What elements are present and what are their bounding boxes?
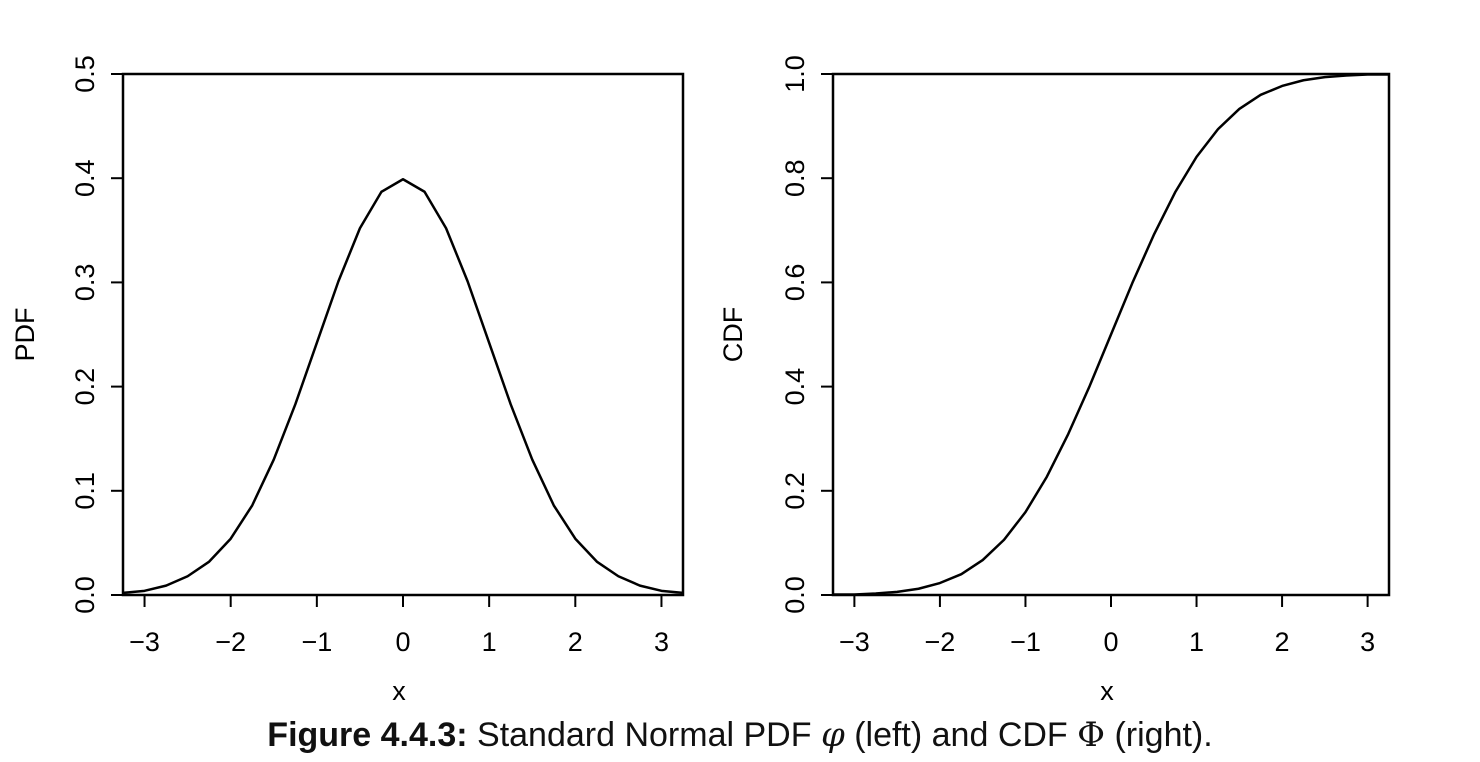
- x-tick-label: −1: [1010, 627, 1041, 657]
- y-tick-label: 0.3: [70, 264, 100, 302]
- x-axis-label: x: [392, 676, 406, 706]
- caption-text-3: (right).: [1105, 716, 1213, 754]
- x-tick-label: 1: [482, 627, 497, 657]
- x-tick-label: 0: [1103, 627, 1118, 657]
- x-tick-label: −2: [215, 627, 246, 657]
- pdf-panel: −3 −2 −1 0 1 2 3 0.0 0.1 0.2 0.3 0.4 0.5 x PDF: [10, 55, 685, 706]
- y-tick-label: 0.4: [780, 368, 810, 406]
- y-axis-label: PDF: [10, 308, 40, 362]
- series-line: [122, 177, 684, 595]
- y-tick-label: 0.8: [780, 159, 810, 197]
- y-tick-label: 0.0: [70, 576, 100, 614]
- y-tick-label: 0.5: [70, 55, 100, 93]
- figure: −3 −2 −1 0 1 2 3 0.0 0.1 0.2 0.3 0.4 0.5 x PDF −3 −2 −1 0…: [10, 55, 1391, 706]
- y-tick-label: 0.2: [70, 368, 100, 406]
- caption-phi-symbol: φ: [820, 715, 845, 755]
- plot-frame: [121, 72, 685, 597]
- caption-text-2: (left) and CDF: [844, 716, 1078, 754]
- x-tick-label: 1: [1189, 627, 1204, 657]
- x-tick-label: 2: [568, 627, 583, 657]
- caption-text-1: Standard Normal PDF: [467, 716, 821, 754]
- x-tick-label: 3: [654, 627, 669, 657]
- series-line: [833, 73, 1389, 596]
- cdf-panel: −3 −2 −1 0 1 2 3 0.0 0.2 0.4 0.6 0.8 1.0 x CDF: [718, 55, 1391, 706]
- x-tick-label: −1: [301, 627, 332, 657]
- x-tick-label: 3: [1360, 627, 1375, 657]
- x-axis-label: x: [1100, 676, 1114, 706]
- caption-label: Figure 4.4.3:: [267, 716, 468, 754]
- y-tick-label: 0.4: [70, 159, 100, 197]
- y-tick-label: 0.1: [70, 472, 100, 510]
- caption-Phi-symbol: Φ: [1077, 715, 1106, 755]
- x-tick-label: −3: [129, 627, 160, 657]
- figure-caption: Figure 4.4.3: Standard Normal PDF φ (lef…: [0, 712, 1480, 758]
- y-tick-label: 0.0: [780, 576, 810, 614]
- x-tick-label: 2: [1275, 627, 1290, 657]
- y-axis-label: CDF: [718, 307, 748, 363]
- x-tick-label: 0: [395, 627, 410, 657]
- x-tick-label: −2: [925, 627, 956, 657]
- x-tick-label: −3: [839, 627, 870, 657]
- y-tick-label: 0.2: [780, 472, 810, 510]
- y-tick-label: 1.0: [780, 55, 810, 93]
- y-tick-label: 0.6: [780, 264, 810, 302]
